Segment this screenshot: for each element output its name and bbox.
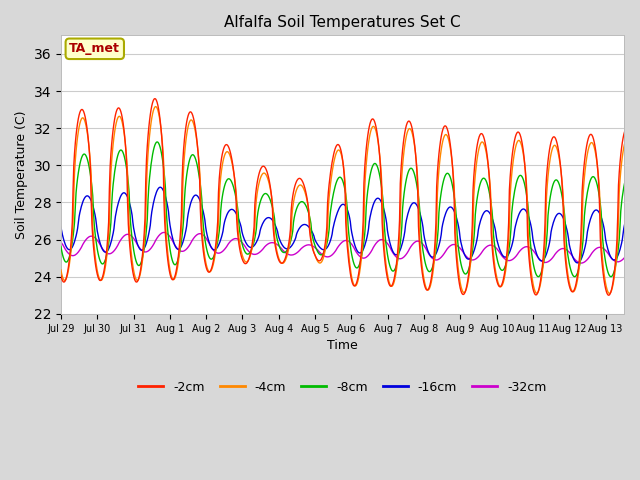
Title: Alfalfa Soil Temperatures Set C: Alfalfa Soil Temperatures Set C <box>224 15 461 30</box>
Legend: -2cm, -4cm, -8cm, -16cm, -32cm: -2cm, -4cm, -8cm, -16cm, -32cm <box>133 376 552 399</box>
Y-axis label: Soil Temperature (C): Soil Temperature (C) <box>15 110 28 239</box>
X-axis label: Time: Time <box>327 339 358 352</box>
Text: TA_met: TA_met <box>69 42 120 55</box>
